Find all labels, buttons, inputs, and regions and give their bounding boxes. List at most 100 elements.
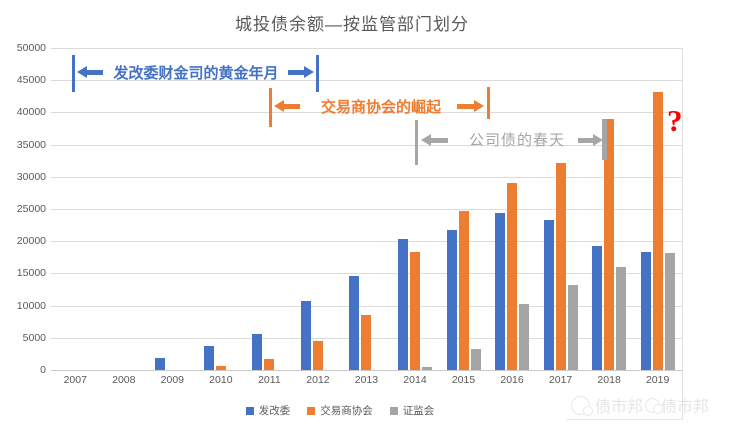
arrow-head [77, 66, 87, 78]
bar-group-2012 [294, 48, 343, 370]
arrow-left-icon [421, 134, 448, 147]
chart-title: 城投债余额—按监管部门划分 [235, 15, 469, 34]
arrow-shaft [430, 138, 448, 143]
legend-item-交易商协会: 交易商协会 [307, 403, 373, 418]
gridline [51, 305, 682, 307]
bar-交易商协会-2011 [264, 359, 275, 370]
bar-group-2009 [148, 48, 197, 370]
watermark-text: 债市邦 [661, 399, 710, 416]
legend-label: 证监会 [402, 405, 435, 417]
x-tick-label: 2011 [258, 374, 281, 386]
bar-group-2011 [245, 48, 294, 370]
bar-group-2016 [488, 48, 537, 370]
annotation-label: 发改委财金司的黄金年月 [113, 65, 279, 82]
annotation-start-tick [269, 88, 272, 127]
gridline [51, 273, 682, 275]
bar-发改委-2018 [592, 245, 603, 370]
gridline [51, 241, 682, 243]
bar-发改委-2016 [495, 212, 506, 370]
x-tick-label: 2015 [451, 374, 476, 386]
annotation-start-tick [415, 120, 418, 165]
bar-发改委-2012 [300, 301, 311, 370]
bar-group-2014 [391, 48, 440, 370]
bar-group-2018 [585, 48, 634, 370]
bar-证监会-2015 [470, 349, 481, 370]
arrow-right-icon [288, 66, 314, 79]
x-axis-labels: 2007 2008 2009 2010 2011 2012 2013 2014 2015 2016… [51, 374, 682, 386]
annotation-start-tick [72, 55, 75, 92]
x-tick-label: 2010 [209, 374, 233, 386]
x-tick-label: 2013 [354, 374, 379, 386]
legend-item-发改委: 发改委 [245, 403, 290, 418]
x-tick-label: 2009 [160, 374, 184, 386]
legend-swatch [245, 406, 254, 415]
bar-交易商协会-2014 [409, 252, 420, 370]
bar-交易商协会-2015 [458, 210, 469, 370]
bar-交易商协会-2016 [507, 183, 518, 370]
x-tick-label: 2016 [500, 374, 524, 386]
arrow-left-icon [77, 66, 103, 79]
annotation-end-tick [487, 87, 490, 119]
gridline [51, 209, 682, 210]
y-tick-label: 20000 [16, 235, 46, 248]
bar-group-2015 [439, 48, 488, 370]
bar-交易商协会-2017 [555, 162, 566, 370]
legend: 发改委 交易商协会 证监会 [0, 403, 680, 418]
bar-groups [51, 48, 682, 370]
bar-发改委-2009 [155, 357, 166, 370]
x-tick-label: 2018 [597, 374, 621, 386]
bar-发改委-2015 [446, 230, 457, 370]
arrow-shaft [457, 104, 475, 109]
arrow-head [421, 134, 431, 146]
bar-发改委-2013 [349, 275, 360, 370]
arrow-shaft [578, 138, 594, 143]
arrow-head [474, 100, 484, 112]
arrow-right-icon [578, 134, 603, 147]
annotation-label: 公司债的春天 [468, 132, 565, 149]
arrow-shaft [283, 104, 300, 109]
x-tick-label: 2014 [403, 374, 427, 386]
x-axis-line [51, 370, 682, 371]
plot-right-border [682, 48, 683, 420]
bar-发改委-2011 [252, 333, 263, 370]
bar-交易商协会-2012 [312, 341, 323, 370]
y-tick-label: 30000 [16, 170, 46, 183]
bar-group-2010 [197, 48, 246, 370]
plot-area [51, 48, 682, 370]
x-tick-label: 2007 [63, 374, 87, 386]
y-tick-label: 0 [40, 364, 46, 376]
x-tick-label: 2019 [645, 374, 670, 386]
bar-证监会-2014 [421, 367, 432, 370]
arrow-head [304, 66, 314, 78]
arrow-head [274, 100, 284, 112]
y-tick-label: 40000 [16, 106, 46, 119]
gridline [51, 80, 682, 82]
annotation-end-tick [602, 119, 607, 160]
watermark: 债市邦 债市邦 [571, 390, 709, 420]
arrow-right-icon [457, 100, 484, 113]
watermark-text: 债市邦 [595, 399, 644, 416]
annotation-label: 交易商协会的崛起 [320, 99, 441, 116]
bar-group-2013 [342, 48, 391, 370]
bar-发改委-2010 [203, 346, 214, 370]
bar-group-2017 [536, 48, 585, 370]
x-tick-label: 2008 [112, 374, 136, 386]
bar-交易商协会-2019 [652, 91, 663, 370]
bar-证监会-2019 [664, 253, 675, 370]
arrow-shaft [86, 70, 103, 75]
annotation-end-tick [316, 55, 319, 92]
bar-证监会-2016 [519, 304, 530, 370]
legend-swatch [307, 406, 316, 415]
watermark-logo-icon [571, 395, 593, 416]
y-tick-label: 15000 [16, 267, 46, 280]
legend-label: 交易商协会 [320, 405, 373, 417]
watermark-logo-icon [645, 397, 664, 414]
arrow-shaft [288, 70, 305, 75]
gridline [51, 112, 682, 114]
y-tick-label: 50000 [16, 42, 46, 54]
question-mark-annotation: ? [667, 103, 683, 138]
y-tick-label: 45000 [16, 74, 46, 87]
bar-交易商协会-2010 [215, 366, 226, 370]
bar-证监会-2017 [567, 285, 578, 370]
watermark-underline [566, 419, 683, 420]
